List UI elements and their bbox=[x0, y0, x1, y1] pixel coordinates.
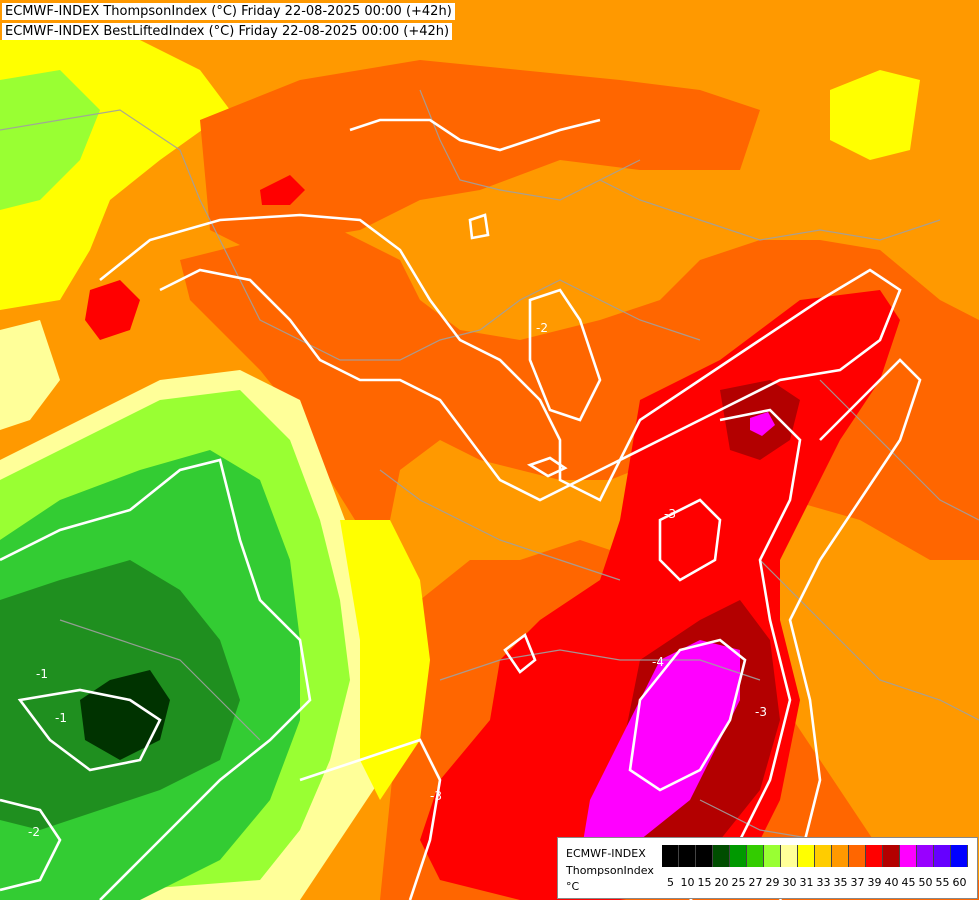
contour-minus1-north-small bbox=[468, 213, 490, 240]
contour-minus2-center bbox=[528, 288, 602, 422]
map-title-thompson: ECMWF-INDEX ThompsonIndex (°C) Friday 22… bbox=[2, 3, 455, 20]
legend-tick-label: 20 bbox=[714, 876, 729, 889]
contour-label: -2 bbox=[536, 321, 548, 335]
contour-minus2-sw bbox=[0, 798, 62, 892]
legend-swatch bbox=[883, 845, 900, 867]
legend-swatch bbox=[662, 845, 679, 867]
legend-swatch bbox=[934, 845, 951, 867]
legend-swatch bbox=[798, 845, 815, 867]
legend-swatch bbox=[696, 845, 713, 867]
legend-tick-label: 30 bbox=[782, 876, 797, 889]
legend-tick-label: 33 bbox=[816, 876, 831, 889]
legend-tick-label: 55 bbox=[935, 876, 950, 889]
legend-tick-label: 15 bbox=[697, 876, 712, 889]
legend-swatch bbox=[764, 845, 781, 867]
legend-swatch bbox=[866, 845, 883, 867]
legend-tick-label: 60 bbox=[952, 876, 967, 889]
country-borders bbox=[0, 89, 979, 861]
legend-swatch bbox=[849, 845, 866, 867]
legend-ticks: 5 10 15 20 25 27 29 30 31 33 35 37 39 40 45 50 55 60 bbox=[662, 876, 974, 890]
legend-tick-label: 39 bbox=[867, 876, 882, 889]
contour-minus3-south bbox=[689, 408, 802, 900]
field-yellow-west bbox=[340, 520, 430, 800]
contour-minus1-south bbox=[299, 738, 442, 900]
legend-tick-label: 10 bbox=[680, 876, 695, 889]
contour-label: -3 bbox=[755, 705, 767, 719]
field-magenta-small bbox=[750, 412, 775, 436]
contour-minus2-west bbox=[17, 688, 162, 772]
legend-tick-label: 50 bbox=[918, 876, 933, 889]
legend-swatches bbox=[662, 845, 968, 867]
legend-tick-label: 45 bbox=[901, 876, 916, 889]
contour-label: -1 bbox=[36, 667, 48, 681]
legend-subtitle: ThompsonIndex bbox=[566, 864, 654, 877]
lifted-index-contours bbox=[0, 118, 922, 900]
map-title-lifted: ECMWF-INDEX BestLiftedIndex (°C) Friday … bbox=[2, 23, 453, 40]
legend-swatch bbox=[815, 845, 832, 867]
legend-tick-label: 35 bbox=[833, 876, 848, 889]
legend-tick-label: 25 bbox=[731, 876, 746, 889]
legend-tick-label: 31 bbox=[799, 876, 814, 889]
contour-label: -4 bbox=[652, 655, 664, 669]
legend-unit: °C bbox=[566, 880, 580, 893]
legend-swatch bbox=[747, 845, 764, 867]
legend-tick-label: 5 bbox=[667, 876, 674, 889]
field-redorange-north bbox=[200, 60, 760, 250]
legend-tick-label: 27 bbox=[748, 876, 763, 889]
field-pale-nw bbox=[0, 320, 60, 430]
legend-swatch bbox=[832, 845, 849, 867]
contour-label: -2 bbox=[28, 825, 40, 839]
contour-minus1-west bbox=[0, 458, 312, 900]
contour-small-se bbox=[503, 632, 537, 674]
field-verydark-west bbox=[80, 670, 170, 760]
color-legend: ECMWF-INDEX ThompsonIndex °C 5 10 15 20 25 27… bbox=[557, 837, 978, 899]
legend-title: ECMWF-INDEX bbox=[566, 847, 646, 860]
contour-minus3-ring bbox=[658, 498, 722, 582]
legend-tick-label: 40 bbox=[884, 876, 899, 889]
field-red-n bbox=[260, 175, 305, 205]
contour-label: -3 bbox=[664, 507, 676, 521]
contour-small-ring bbox=[526, 456, 568, 478]
legend-swatch bbox=[679, 845, 696, 867]
contour-minus1-north bbox=[99, 213, 902, 502]
field-red-nw bbox=[85, 280, 140, 340]
contour-minus1-nw bbox=[349, 118, 601, 152]
contour-minus3-outer bbox=[778, 358, 922, 900]
legend-swatch bbox=[951, 845, 968, 867]
legend-swatch bbox=[713, 845, 730, 867]
legend-tick-label: 29 bbox=[765, 876, 780, 889]
contour-label: -1 bbox=[55, 711, 67, 725]
contour-minus4-south bbox=[628, 638, 747, 792]
legend-swatch bbox=[730, 845, 747, 867]
field-magenta-se bbox=[580, 640, 740, 860]
legend-swatch bbox=[917, 845, 934, 867]
field-yellow-ne bbox=[830, 70, 920, 160]
field-lime-nw bbox=[0, 70, 100, 210]
legend-swatch bbox=[781, 845, 798, 867]
contour-label: -3 bbox=[430, 789, 442, 803]
legend-swatch bbox=[900, 845, 917, 867]
legend-tick-label: 37 bbox=[850, 876, 865, 889]
